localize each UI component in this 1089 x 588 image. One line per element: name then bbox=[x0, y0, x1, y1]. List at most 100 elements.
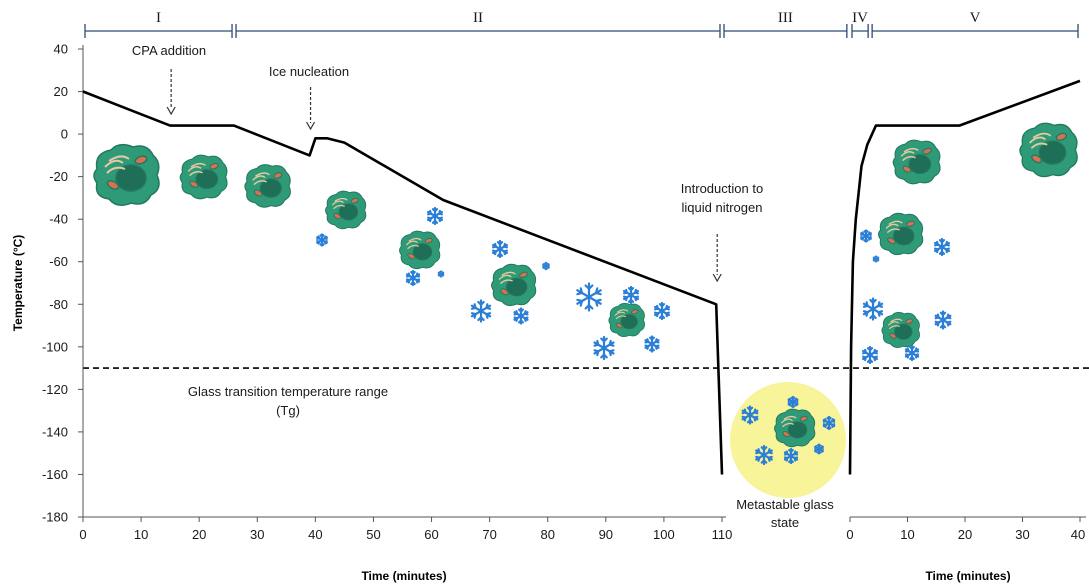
snowflake-shape bbox=[426, 206, 444, 226]
y-tick-label: 40 bbox=[54, 42, 68, 57]
arrow-ice-nucleation-head bbox=[306, 121, 316, 131]
snowflake-icon bbox=[405, 269, 421, 287]
cell-shape bbox=[608, 302, 646, 338]
annotations: CPA addition Ice nucleation Introduction t… bbox=[132, 43, 834, 530]
y-tick-label: -160 bbox=[42, 467, 68, 482]
y-tick-label: -140 bbox=[42, 424, 68, 439]
snowflake-icon bbox=[542, 261, 550, 271]
snowflake-shape bbox=[933, 237, 951, 257]
cell-shape bbox=[244, 164, 292, 208]
annotation-ice-nucleation: Ice nucleation bbox=[269, 64, 349, 79]
cell-shape bbox=[1019, 122, 1079, 178]
cell-shape bbox=[324, 190, 367, 230]
snowflake-icon bbox=[860, 229, 872, 243]
snowflake-icon bbox=[861, 345, 879, 365]
snowflake-shape bbox=[542, 261, 550, 271]
phase-label: II bbox=[473, 10, 483, 26]
snowflake-shape bbox=[491, 239, 509, 259]
snowflake-shape bbox=[862, 297, 884, 321]
x-tick-label: 100 bbox=[653, 527, 675, 542]
annotation-liquid-nitrogen-line1: Introduction to bbox=[681, 181, 763, 196]
cell-icon bbox=[892, 139, 941, 185]
x-tick-label: 20 bbox=[958, 527, 972, 542]
snowflake-icon bbox=[644, 335, 660, 353]
cell-shape bbox=[93, 143, 160, 207]
y-tick-label: -20 bbox=[49, 169, 68, 184]
x-tick-label: 110 bbox=[712, 527, 733, 542]
x-tick-label: 50 bbox=[366, 527, 380, 542]
snowflake-shape bbox=[934, 310, 952, 330]
phase-label: I bbox=[156, 10, 161, 26]
snowflake-icon bbox=[593, 335, 615, 361]
snowflake-icon bbox=[622, 285, 640, 305]
cell-shape bbox=[179, 154, 228, 200]
x-tick-label: 40 bbox=[308, 527, 322, 542]
cell-icon bbox=[773, 408, 816, 448]
x-tick-label: 90 bbox=[599, 527, 613, 542]
snowflake-icon bbox=[437, 270, 445, 278]
annotation-cpa-addition: CPA addition bbox=[132, 43, 206, 58]
y-tick-label: -60 bbox=[49, 254, 68, 269]
cell-icon bbox=[881, 311, 921, 349]
x-tick-label: 30 bbox=[250, 527, 264, 542]
snowflake-icon bbox=[426, 206, 444, 226]
snowflake-icon bbox=[872, 255, 880, 263]
x-tick-label: 10 bbox=[134, 527, 148, 542]
snowflake-shape bbox=[861, 345, 879, 365]
x-tick-label: 20 bbox=[192, 527, 206, 542]
cell-icon bbox=[244, 164, 292, 208]
x-tick-label: 40 bbox=[1071, 527, 1085, 542]
x-tick-label: 0 bbox=[79, 527, 86, 542]
x-tick-label: 30 bbox=[1015, 527, 1029, 542]
cell-icon bbox=[398, 230, 441, 270]
snowflake-shape bbox=[860, 229, 872, 243]
x-tick-label: 60 bbox=[424, 527, 438, 542]
cell-shape bbox=[490, 263, 537, 307]
y-tick-label: -80 bbox=[49, 297, 68, 312]
x-tick-label: 10 bbox=[900, 527, 914, 542]
cell-icon bbox=[608, 302, 646, 338]
cell-icon bbox=[179, 154, 228, 200]
cell-icon bbox=[93, 143, 160, 207]
arrow-liquid-nitrogen-head bbox=[712, 273, 722, 283]
cell-shape bbox=[892, 139, 941, 185]
y-tick-label: -40 bbox=[49, 212, 68, 227]
x-tick-label: 80 bbox=[540, 527, 554, 542]
snowflake-shape bbox=[470, 299, 492, 323]
snowflake-shape bbox=[316, 233, 328, 247]
y-tick-label: 20 bbox=[54, 84, 68, 99]
annotation-glass-state-line2: state bbox=[771, 515, 799, 530]
snowflake-icon bbox=[653, 301, 671, 321]
cell-shape bbox=[877, 212, 924, 256]
snowflake-icon bbox=[904, 344, 920, 362]
phase-label: IV bbox=[852, 10, 868, 26]
y-tick-label: 0 bbox=[61, 127, 68, 142]
x-axis-title: Time (minutes) bbox=[361, 569, 446, 583]
snowflake-shape bbox=[622, 285, 640, 305]
annotation-glass-state-line1: Metastable glass bbox=[736, 497, 834, 512]
snowflake-icon bbox=[862, 297, 884, 321]
cell-shape bbox=[398, 230, 441, 270]
snowflake-shape bbox=[405, 269, 421, 287]
snowflake-icon bbox=[316, 233, 328, 247]
snowflake-shape bbox=[872, 255, 880, 263]
snowflake-shape bbox=[576, 282, 602, 312]
x-tick-label: 0 bbox=[846, 527, 853, 542]
cell-icon bbox=[490, 263, 537, 307]
y-tick-label: -100 bbox=[42, 339, 68, 354]
snowflake-shape bbox=[653, 301, 671, 321]
cell-icon bbox=[324, 190, 367, 230]
snowflake-shape bbox=[593, 335, 615, 361]
y-tick-label: -180 bbox=[42, 510, 68, 525]
snowflake-icon bbox=[470, 299, 492, 323]
annotation-glass-transition-line1: Glass transition temperature range bbox=[188, 384, 388, 399]
snowflake-shape bbox=[513, 307, 529, 325]
snowflake-shape bbox=[437, 270, 445, 278]
annotation-liquid-nitrogen-line2: liquid nitrogen bbox=[682, 200, 763, 215]
temperature-line-2 bbox=[848, 79, 1081, 475]
snowflake-icon bbox=[576, 282, 602, 312]
phase-label: V bbox=[970, 10, 981, 26]
x-tick-label: 70 bbox=[482, 527, 496, 542]
cell-icon bbox=[877, 212, 924, 256]
